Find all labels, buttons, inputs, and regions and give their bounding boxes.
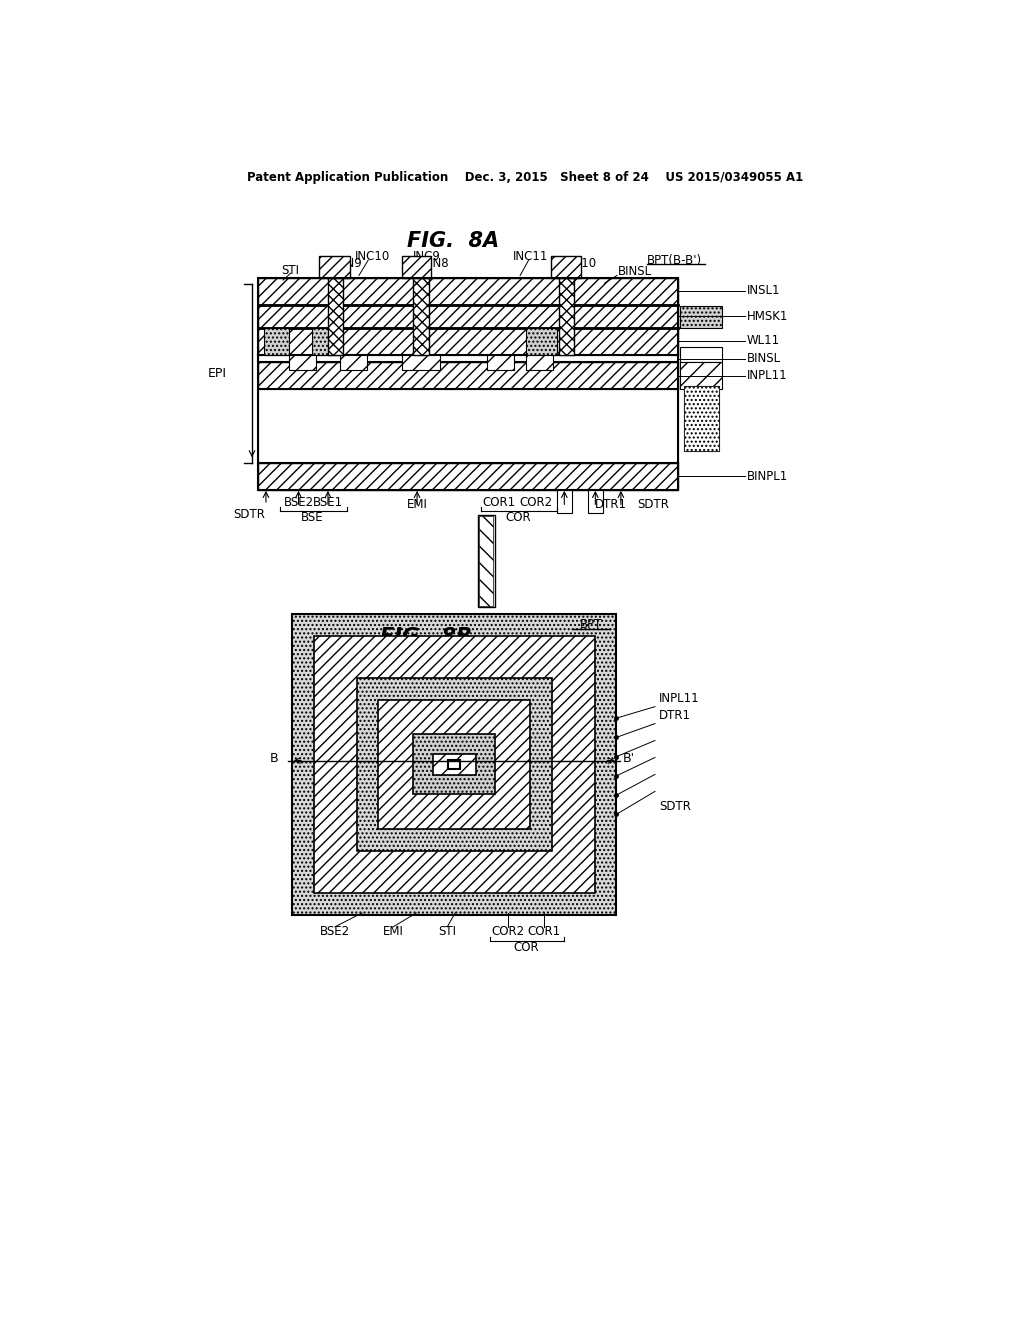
Text: HMSK1: HMSK1 [746, 310, 787, 323]
Bar [264, 327, 289, 355]
Text: SDTR: SDTR [233, 508, 265, 521]
Bar [258, 327, 678, 355]
Bar [449, 760, 461, 770]
Bar [401, 355, 440, 370]
Bar [289, 355, 316, 370]
Bar [314, 636, 595, 892]
Bar [559, 277, 574, 355]
Text: STI: STI [438, 925, 457, 939]
Text: B: B [269, 751, 279, 764]
Bar [414, 277, 429, 355]
Text: COR2: COR2 [519, 496, 552, 510]
Text: EMI: EMI [383, 925, 403, 939]
Text: COR1: COR1 [482, 496, 515, 510]
Bar [477, 515, 495, 607]
Bar [525, 327, 557, 355]
Text: BINPL1: BINPL1 [746, 470, 787, 483]
Text: BSE1: BSE1 [313, 496, 343, 510]
Bar [318, 256, 349, 277]
Bar [340, 355, 367, 370]
Text: INC11: INC11 [513, 249, 549, 263]
Bar [588, 490, 603, 512]
Bar [258, 363, 678, 389]
Bar [258, 305, 678, 327]
Bar [525, 355, 553, 370]
Text: FIG.  8A: FIG. 8A [408, 231, 500, 251]
Text: BSE2: BSE2 [319, 925, 350, 939]
Text: FIG.  8B: FIG. 8B [381, 627, 472, 647]
Text: COR2: COR2 [492, 925, 524, 939]
Bar [680, 363, 722, 389]
Text: INC9: INC9 [413, 249, 440, 263]
Text: BSE2: BSE2 [284, 496, 313, 510]
Bar [432, 754, 476, 775]
Text: INC10: INC10 [354, 249, 390, 263]
Text: BSE: BSE [301, 511, 324, 524]
Text: SDTR: SDTR [658, 800, 691, 813]
Text: INPL11: INPL11 [746, 370, 787, 381]
Bar [258, 277, 678, 305]
Bar [486, 355, 514, 370]
Text: EMI: EMI [407, 499, 427, 511]
Bar [479, 516, 493, 606]
Bar [258, 389, 678, 462]
Text: BPT: BPT [581, 618, 603, 631]
Text: CON8: CON8 [415, 257, 449, 271]
Bar [557, 490, 572, 512]
Text: EPI: EPI [208, 367, 227, 380]
Text: BPT(B-B'): BPT(B-B') [647, 253, 702, 267]
Bar [401, 256, 431, 277]
Text: COR1: COR1 [527, 925, 561, 939]
Text: Patent Application Publication    Dec. 3, 2015   Sheet 8 of 24    US 2015/034905: Patent Application Publication Dec. 3, 2… [247, 172, 803, 185]
Bar [684, 385, 719, 451]
Bar [258, 355, 678, 363]
Text: CON9: CON9 [328, 257, 361, 271]
Bar [356, 678, 552, 850]
Bar [378, 700, 530, 829]
Bar [680, 306, 722, 327]
Text: DTR1: DTR1 [595, 499, 627, 511]
Text: STI: STI [282, 264, 300, 277]
Bar [258, 462, 678, 490]
Text: COR: COR [514, 941, 540, 954]
Text: B': B' [623, 751, 635, 764]
Bar [258, 277, 678, 490]
Bar [292, 614, 616, 915]
Text: DTR1: DTR1 [658, 709, 691, 722]
Text: INPL11: INPL11 [658, 693, 699, 705]
Bar [414, 734, 496, 795]
Text: BINSL: BINSL [746, 352, 780, 366]
Text: SDTR: SDTR [638, 499, 670, 511]
Text: COR: COR [506, 511, 531, 524]
Bar [680, 347, 722, 363]
Bar [328, 277, 343, 355]
Bar [312, 327, 334, 355]
Text: BINSL: BINSL [617, 265, 652, 279]
Bar [551, 256, 581, 277]
Text: INSL1: INSL1 [746, 284, 780, 297]
Text: WL11: WL11 [746, 334, 779, 347]
Bar [684, 385, 719, 451]
Text: CON10: CON10 [555, 257, 597, 271]
